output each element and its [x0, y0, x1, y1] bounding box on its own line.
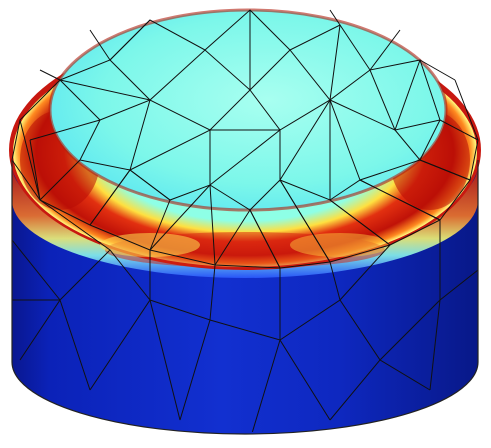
- mesh-top-face: [59, 9, 441, 211]
- mesh-shoulder: [11, 9, 479, 269]
- mesh-side-wall: [12, 199, 478, 432]
- cylinder-outline: [11, 160, 479, 435]
